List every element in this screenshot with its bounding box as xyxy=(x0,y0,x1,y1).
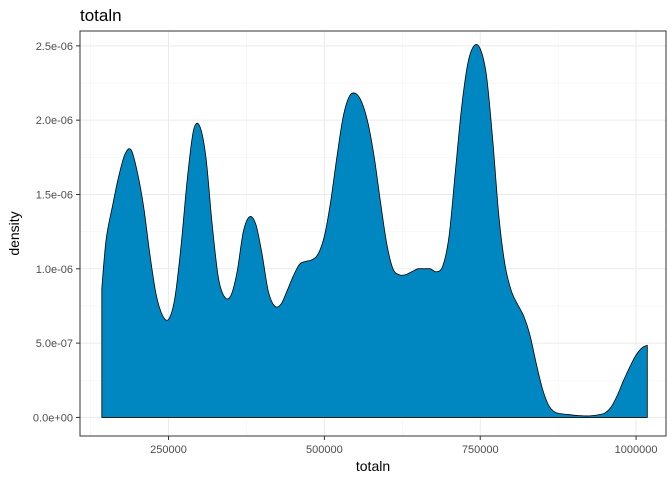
x-tick-label: 500000 xyxy=(306,444,343,456)
chart-title: totaln xyxy=(80,6,122,25)
x-tick-label: 750000 xyxy=(462,444,499,456)
y-tick-label: 0.0e+00 xyxy=(33,412,73,424)
x-axis-ticks: 250000 500000 750000 1000000 xyxy=(150,436,657,456)
y-tick-label: 2.5e-06 xyxy=(36,41,73,53)
y-tick-label: 1.5e-06 xyxy=(36,189,73,201)
y-tick-label: 5.0e-07 xyxy=(36,338,73,350)
y-axis-title: density xyxy=(6,211,22,255)
x-axis-title: totaln xyxy=(356,458,390,474)
x-tick-label: 1000000 xyxy=(615,444,658,456)
y-tick-label: 1.0e-06 xyxy=(36,264,73,276)
panel-border xyxy=(79,30,667,437)
density-area xyxy=(101,44,648,418)
y-tick-label: 2.0e-06 xyxy=(36,115,73,127)
x-tick-label: 250000 xyxy=(150,444,187,456)
y-axis-ticks: 0.0e+00 5.0e-07 1.0e-06 1.5e-06 2.0e-06 2.5e-… xyxy=(33,41,80,424)
